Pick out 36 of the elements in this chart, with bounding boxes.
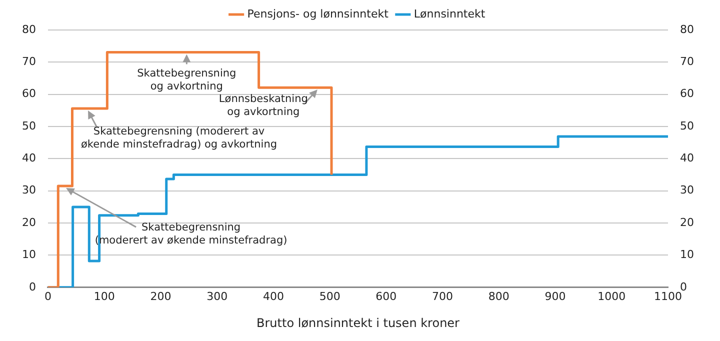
x-tick-label: 400 xyxy=(262,290,284,303)
y2-tick-label: 80 xyxy=(680,22,694,36)
y-tick-label: 40 xyxy=(22,152,36,165)
y2-tick-label: 70 xyxy=(680,55,694,68)
x-tick-label: 0 xyxy=(44,290,52,303)
y2-tick-label: 30 xyxy=(680,184,694,197)
y-tick-label: 80 xyxy=(22,22,36,36)
legend-label: Lønnsinntekt xyxy=(414,7,486,20)
x-tick-label: 900 xyxy=(544,290,566,303)
x-tick-label: 600 xyxy=(376,290,397,303)
annotation: Skattebegrensning og avkortning xyxy=(137,67,236,92)
y2-tick-label: 10 xyxy=(680,248,694,262)
x-tick-label: 200 xyxy=(150,290,172,303)
y2-tick-label: 40 xyxy=(680,152,694,165)
legend-label: Pensjons- og lønnsinntekt xyxy=(247,7,390,20)
x-tick-label: 1100 xyxy=(654,290,682,303)
y-tick-label: 10 xyxy=(22,248,36,262)
y-tick-label: 50 xyxy=(22,119,36,132)
annotation: Lønnsbeskatning og avkortning xyxy=(218,92,308,118)
x-tick-label: 700 xyxy=(432,290,454,303)
y2-tick-label: 20 xyxy=(680,216,694,229)
annotation: Skattebegrensning (moderert av økende minstefradrag) og avkortning xyxy=(80,126,278,151)
x-tick-label: 300 xyxy=(206,290,228,303)
x-tick-label: 500 xyxy=(319,290,340,303)
y-tick-label: 20 xyxy=(22,216,36,229)
x-tick-label: 800 xyxy=(488,290,510,303)
y-tick-label: 60 xyxy=(22,87,36,100)
x-tick-label: 1000 xyxy=(598,290,626,303)
y-tick-label: 0 xyxy=(28,280,36,294)
y-tick-label: 70 xyxy=(22,55,36,68)
y2-tick-label: 60 xyxy=(680,87,694,100)
y2-tick-label: 50 xyxy=(680,119,694,132)
x-tick-label: 100 xyxy=(94,290,115,303)
x-axis-title: Brutto lønnsinntekt i tusen kroner xyxy=(256,316,460,330)
y2-tick-label: 0 xyxy=(680,280,688,294)
y-tick-label: 30 xyxy=(22,184,36,197)
